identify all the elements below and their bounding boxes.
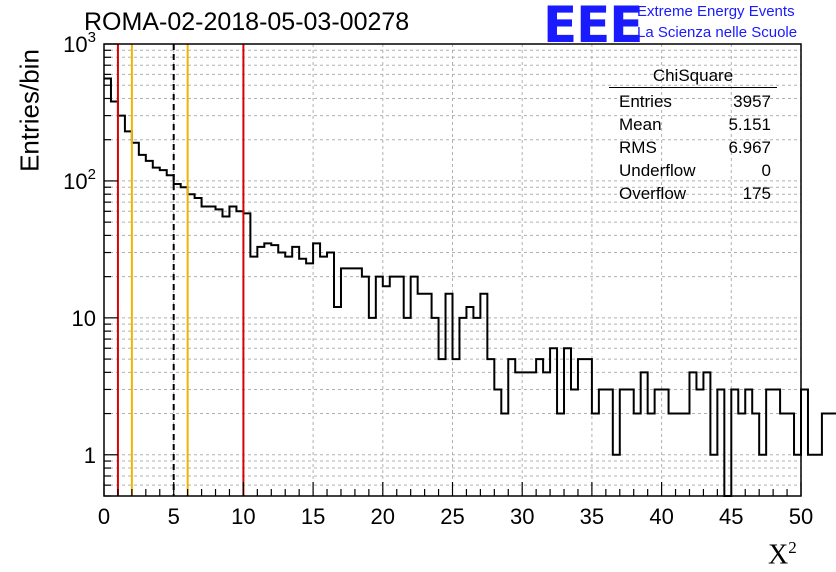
stats-value: 0	[761, 161, 771, 180]
plot-title: ROMA-02-2018-05-03-00278	[84, 8, 410, 36]
x-tick-label: 50	[789, 504, 813, 529]
stats-label: Mean	[619, 115, 662, 134]
y-tick-label: 1	[84, 443, 96, 468]
x-tick-label: 40	[649, 504, 673, 529]
y-tick-label: 102	[63, 166, 96, 194]
x-axis-label: X2	[768, 538, 797, 571]
stats-row: RMS 6.967	[609, 136, 777, 159]
x-tick-label: 45	[719, 504, 743, 529]
eee-logo: EEE	[543, 0, 643, 54]
y-tick-label: 103	[63, 29, 96, 57]
stats-box: ChiSquare Entries 3957 Mean 5.151 RMS 6.967 Un…	[609, 66, 777, 205]
stats-row: Mean 5.151	[609, 113, 777, 136]
stats-label: Entries	[619, 92, 672, 111]
x-tick-label: 20	[371, 504, 395, 529]
stats-row: Overflow 175	[609, 182, 777, 205]
logo-line-1: Extreme Energy Events	[637, 3, 795, 20]
stats-value: 6.967	[728, 138, 771, 157]
stats-row: Entries 3957	[609, 90, 777, 113]
x-tick-label: 5	[168, 504, 180, 529]
y-tick-label: 10	[72, 306, 96, 331]
stats-label: Overflow	[619, 184, 687, 203]
stats-value: 5.151	[728, 115, 771, 134]
x-tick-label: 35	[580, 504, 604, 529]
histogram-series	[104, 77, 836, 497]
x-tick-label: 25	[440, 504, 464, 529]
stats-label: RMS	[619, 138, 657, 157]
x-tick-label: 0	[98, 504, 110, 529]
x-tick-label: 30	[510, 504, 534, 529]
stats-value: 175	[742, 184, 771, 203]
x-tick-label: 15	[301, 504, 325, 529]
stats-value: 3957	[733, 92, 771, 111]
logo-line-2: La Scienza nelle Scuole	[637, 24, 798, 41]
x-tick-label: 10	[231, 504, 255, 529]
y-axis-label: Entries/bin	[14, 49, 45, 172]
stats-label: Underflow	[619, 161, 696, 180]
stats-row: Underflow 0	[609, 159, 777, 182]
stats-title: ChiSquare	[609, 66, 777, 88]
